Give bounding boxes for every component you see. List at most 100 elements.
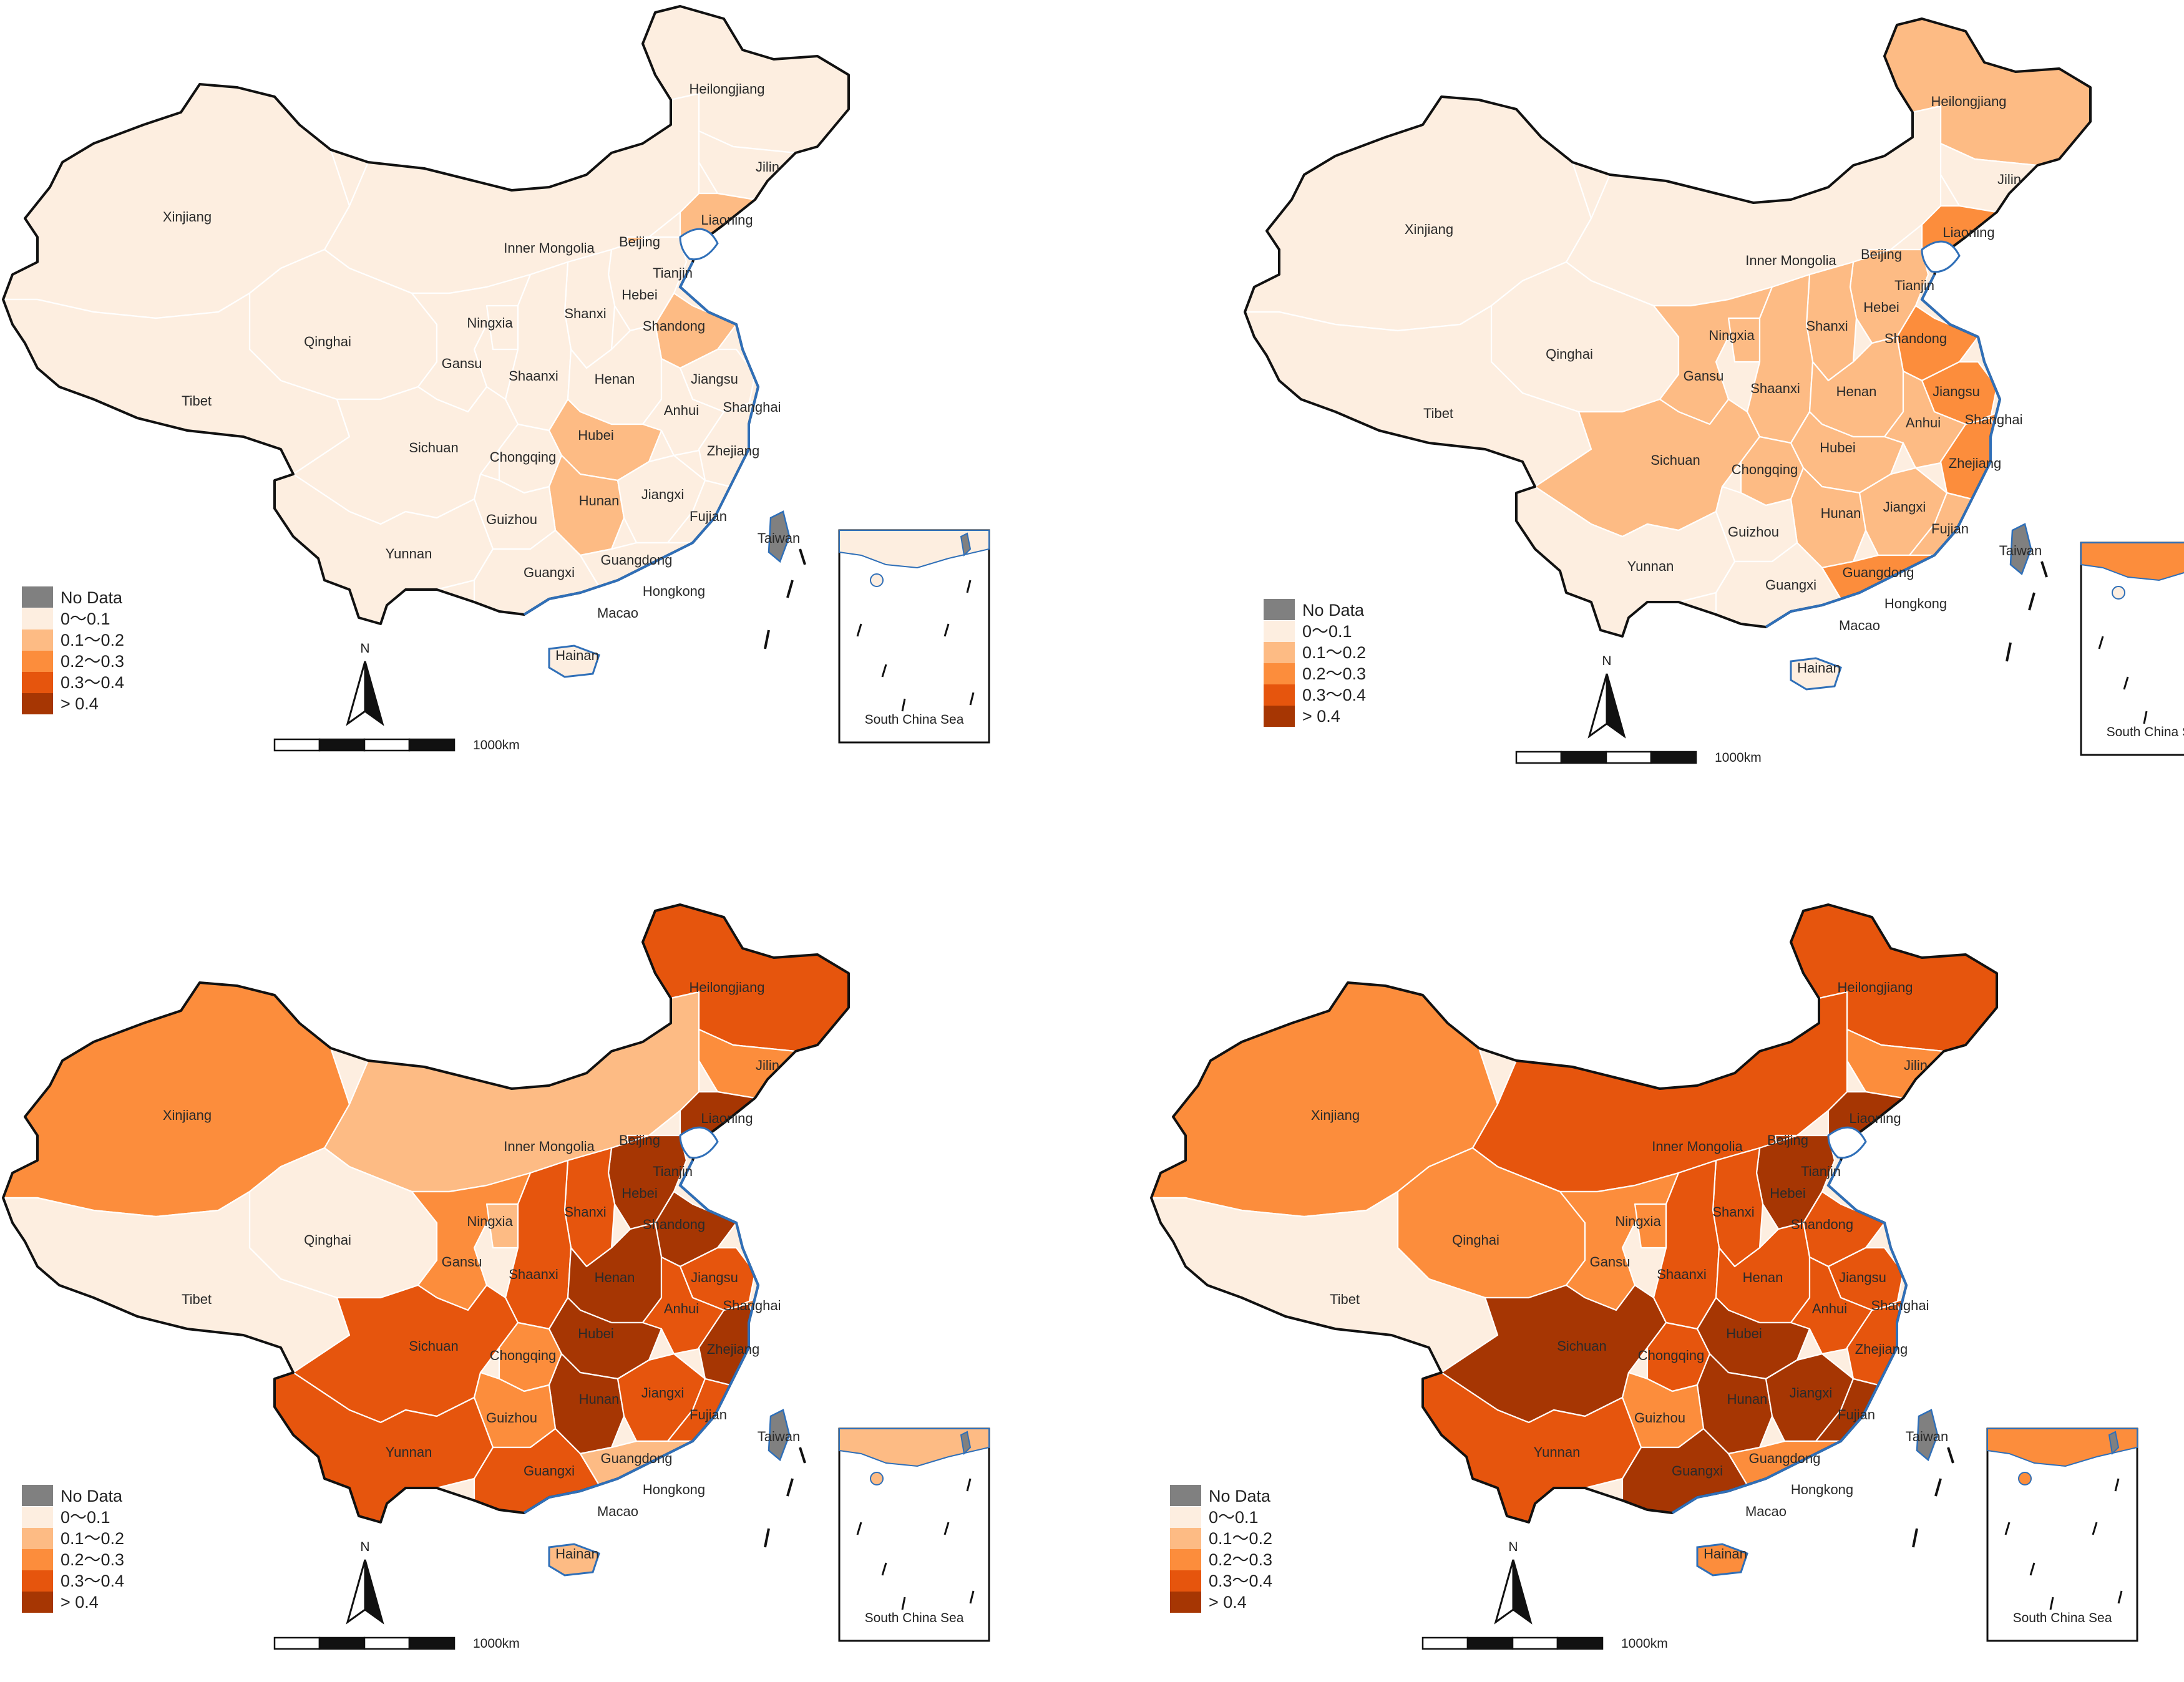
province-region-anhui (641, 357, 725, 457)
inset-dash-segment (966, 1478, 972, 1492)
inset-dash-segment (2029, 1562, 2035, 1576)
province-label-qinghai: Qinghai (1452, 1232, 1499, 1248)
south-china-sea-inset: South China Sea (838, 529, 990, 744)
province-label-jiangxi: Jiangxi (641, 487, 684, 502)
scale-bar: 1000km (1421, 1636, 1668, 1651)
province-label-anhui: Anhui (664, 402, 699, 418)
province-region-anhui (1883, 370, 1967, 469)
dash-line-segment (1947, 1447, 1954, 1464)
province-label-henan: Henan (1836, 384, 1877, 399)
inset-dash-segment (2092, 1522, 2098, 1535)
north-arrow-label: N (1602, 654, 1611, 668)
province-label-guangxi: Guangxi (524, 565, 575, 580)
province-label-liaoning: Liaoning (701, 212, 753, 228)
legend-swatch-class-3 (22, 1570, 53, 1592)
province-label-ningxia: Ningxia (467, 1213, 513, 1229)
province-label-jiangxi: Jiangxi (1790, 1385, 1832, 1401)
scale-bar: 1000km (273, 1636, 520, 1651)
inset-dash-segment (969, 692, 975, 706)
legend-swatch-class-3 (1170, 1570, 1201, 1592)
dash-line-segment (1912, 1528, 1918, 1548)
province-label-zhejiang: Zhejiang (707, 443, 759, 459)
legend-label-class-2: 0.2～0.3 (61, 1550, 124, 1569)
province-label-xinjiang: Xinjiang (163, 1107, 212, 1123)
province-region-macao (629, 1474, 638, 1483)
province-label-jiangsu: Jiangsu (1839, 1270, 1886, 1285)
legend: No Data 0～0.1 0.1～0.2 0.2～0.3 0.3～0.4 > 0.4 (1264, 599, 1366, 727)
province-region-anhui (641, 1256, 725, 1355)
province-label-henan: Henan (595, 1270, 635, 1285)
dash-line-segment (764, 1528, 770, 1548)
legend-label-class-2: 0.2～0.3 (61, 652, 124, 671)
legend-label-class-3: 0.3～0.4 (1302, 686, 1366, 704)
inset-dash-segment (901, 1597, 906, 1610)
province-label-beijing: Beijing (1861, 246, 1902, 262)
legend-swatch-class-0 (1170, 1507, 1201, 1528)
province-label-shanxi: Shanxi (564, 1204, 606, 1220)
province-label-heilongjiang: Heilongjiang (689, 81, 764, 97)
province-label-sichuan: Sichuan (409, 1338, 459, 1354)
province-label-hebei: Hebei (622, 287, 657, 303)
province-region-anhui (1790, 1256, 1873, 1355)
north-arrow: N (346, 1540, 384, 1625)
province-label-heilongjiang: Heilongjiang (689, 980, 764, 995)
province-label-hainan: Hainan (555, 648, 599, 663)
province-region-macao (1871, 588, 1879, 597)
province-label-xinjiang: Xinjiang (1311, 1107, 1360, 1123)
province-label-macao: Macao (1745, 1504, 1787, 1519)
legend: No Data 0～0.1 0.1～0.2 0.2～0.3 0.3～0.4 > 0.4 (22, 586, 124, 714)
province-label-qinghai: Qinghai (304, 1232, 351, 1248)
province-label-hongkong: Hongkong (643, 1482, 705, 1497)
province-label-jiangsu: Jiangsu (691, 371, 738, 387)
legend-label-class-2: 0.2～0.3 (1302, 664, 1366, 683)
province-label-chongqing: Chongqing (1732, 462, 1798, 477)
legend-swatch-no-data (22, 1485, 53, 1506)
province-region-macao (629, 576, 638, 585)
province-label-liaoning: Liaoning (1943, 225, 1994, 240)
dash-line-segment (764, 630, 770, 649)
bohai-sea (679, 1126, 719, 1159)
province-label-shanxi: Shanxi (1806, 318, 1848, 334)
province-label-liaoning: Liaoning (701, 1111, 753, 1126)
inset-dash-segment (2123, 676, 2129, 690)
inset-dash-segment (901, 698, 906, 712)
taiwan-island (768, 510, 791, 563)
legend-swatch-no-data (1264, 599, 1295, 620)
province-label-hunan: Hunan (1821, 505, 1861, 521)
province-label-hebei: Hebei (1863, 299, 1899, 315)
province-label-tibet: Tibet (1423, 406, 1453, 421)
province-label-jiangxi: Jiangxi (641, 1385, 684, 1401)
province-label-inner-mongolia: Inner Mongolia (1745, 253, 1836, 268)
legend-label-class-3: 0.3～0.4 (1209, 1572, 1272, 1590)
choropleth-map-top-right: Taiwan Heilongjiang Jilin Liaoning Inner Mon… (1244, 17, 2184, 765)
choropleth-map-bottom-right: Taiwan Heilongjiang Jilin Liaoning Inner Mon… (1150, 903, 2138, 1651)
province-label-hubei: Hubei (578, 427, 613, 443)
north-arrow-label: N (360, 1540, 369, 1554)
province-label-zhejiang: Zhejiang (707, 1341, 759, 1357)
legend-label-no-data: No Data (1209, 1487, 1271, 1505)
legend-label-no-data: No Data (61, 1487, 123, 1505)
inset-dash-segment (2098, 636, 2104, 649)
province-label-hubei: Hubei (1820, 440, 1855, 455)
province-label-yunnan: Yunnan (386, 1444, 432, 1460)
province-label-ningxia: Ningxia (1615, 1213, 1661, 1229)
legend-swatch-class-4 (22, 693, 53, 714)
province-label-jilin: Jilin (756, 159, 779, 175)
inset-dash-segment (881, 1562, 887, 1576)
province-label-shandong: Shandong (1884, 331, 1947, 346)
inset-dash-segment (2143, 711, 2148, 724)
province-label-heilongjiang: Heilongjiang (1837, 980, 1913, 995)
north-arrow-label: N (1508, 1540, 1518, 1554)
province-label-chongqing: Chongqing (490, 1348, 556, 1363)
legend-label-no-data: No Data (61, 588, 123, 607)
legend-swatch-class-2 (1170, 1549, 1201, 1570)
province-regions (1245, 19, 2090, 689)
taiwan-label: Taiwan (758, 530, 800, 546)
province-label-henan: Henan (1743, 1270, 1783, 1285)
province-label-jiangsu: Jiangsu (1933, 384, 1980, 399)
inset-dash-segment (969, 1590, 975, 1604)
scale-bar-label: 1000km (473, 738, 520, 752)
province-label-jilin: Jilin (756, 1057, 779, 1073)
inset-dash-segment (2117, 1590, 2123, 1604)
coastline (523, 261, 760, 616)
